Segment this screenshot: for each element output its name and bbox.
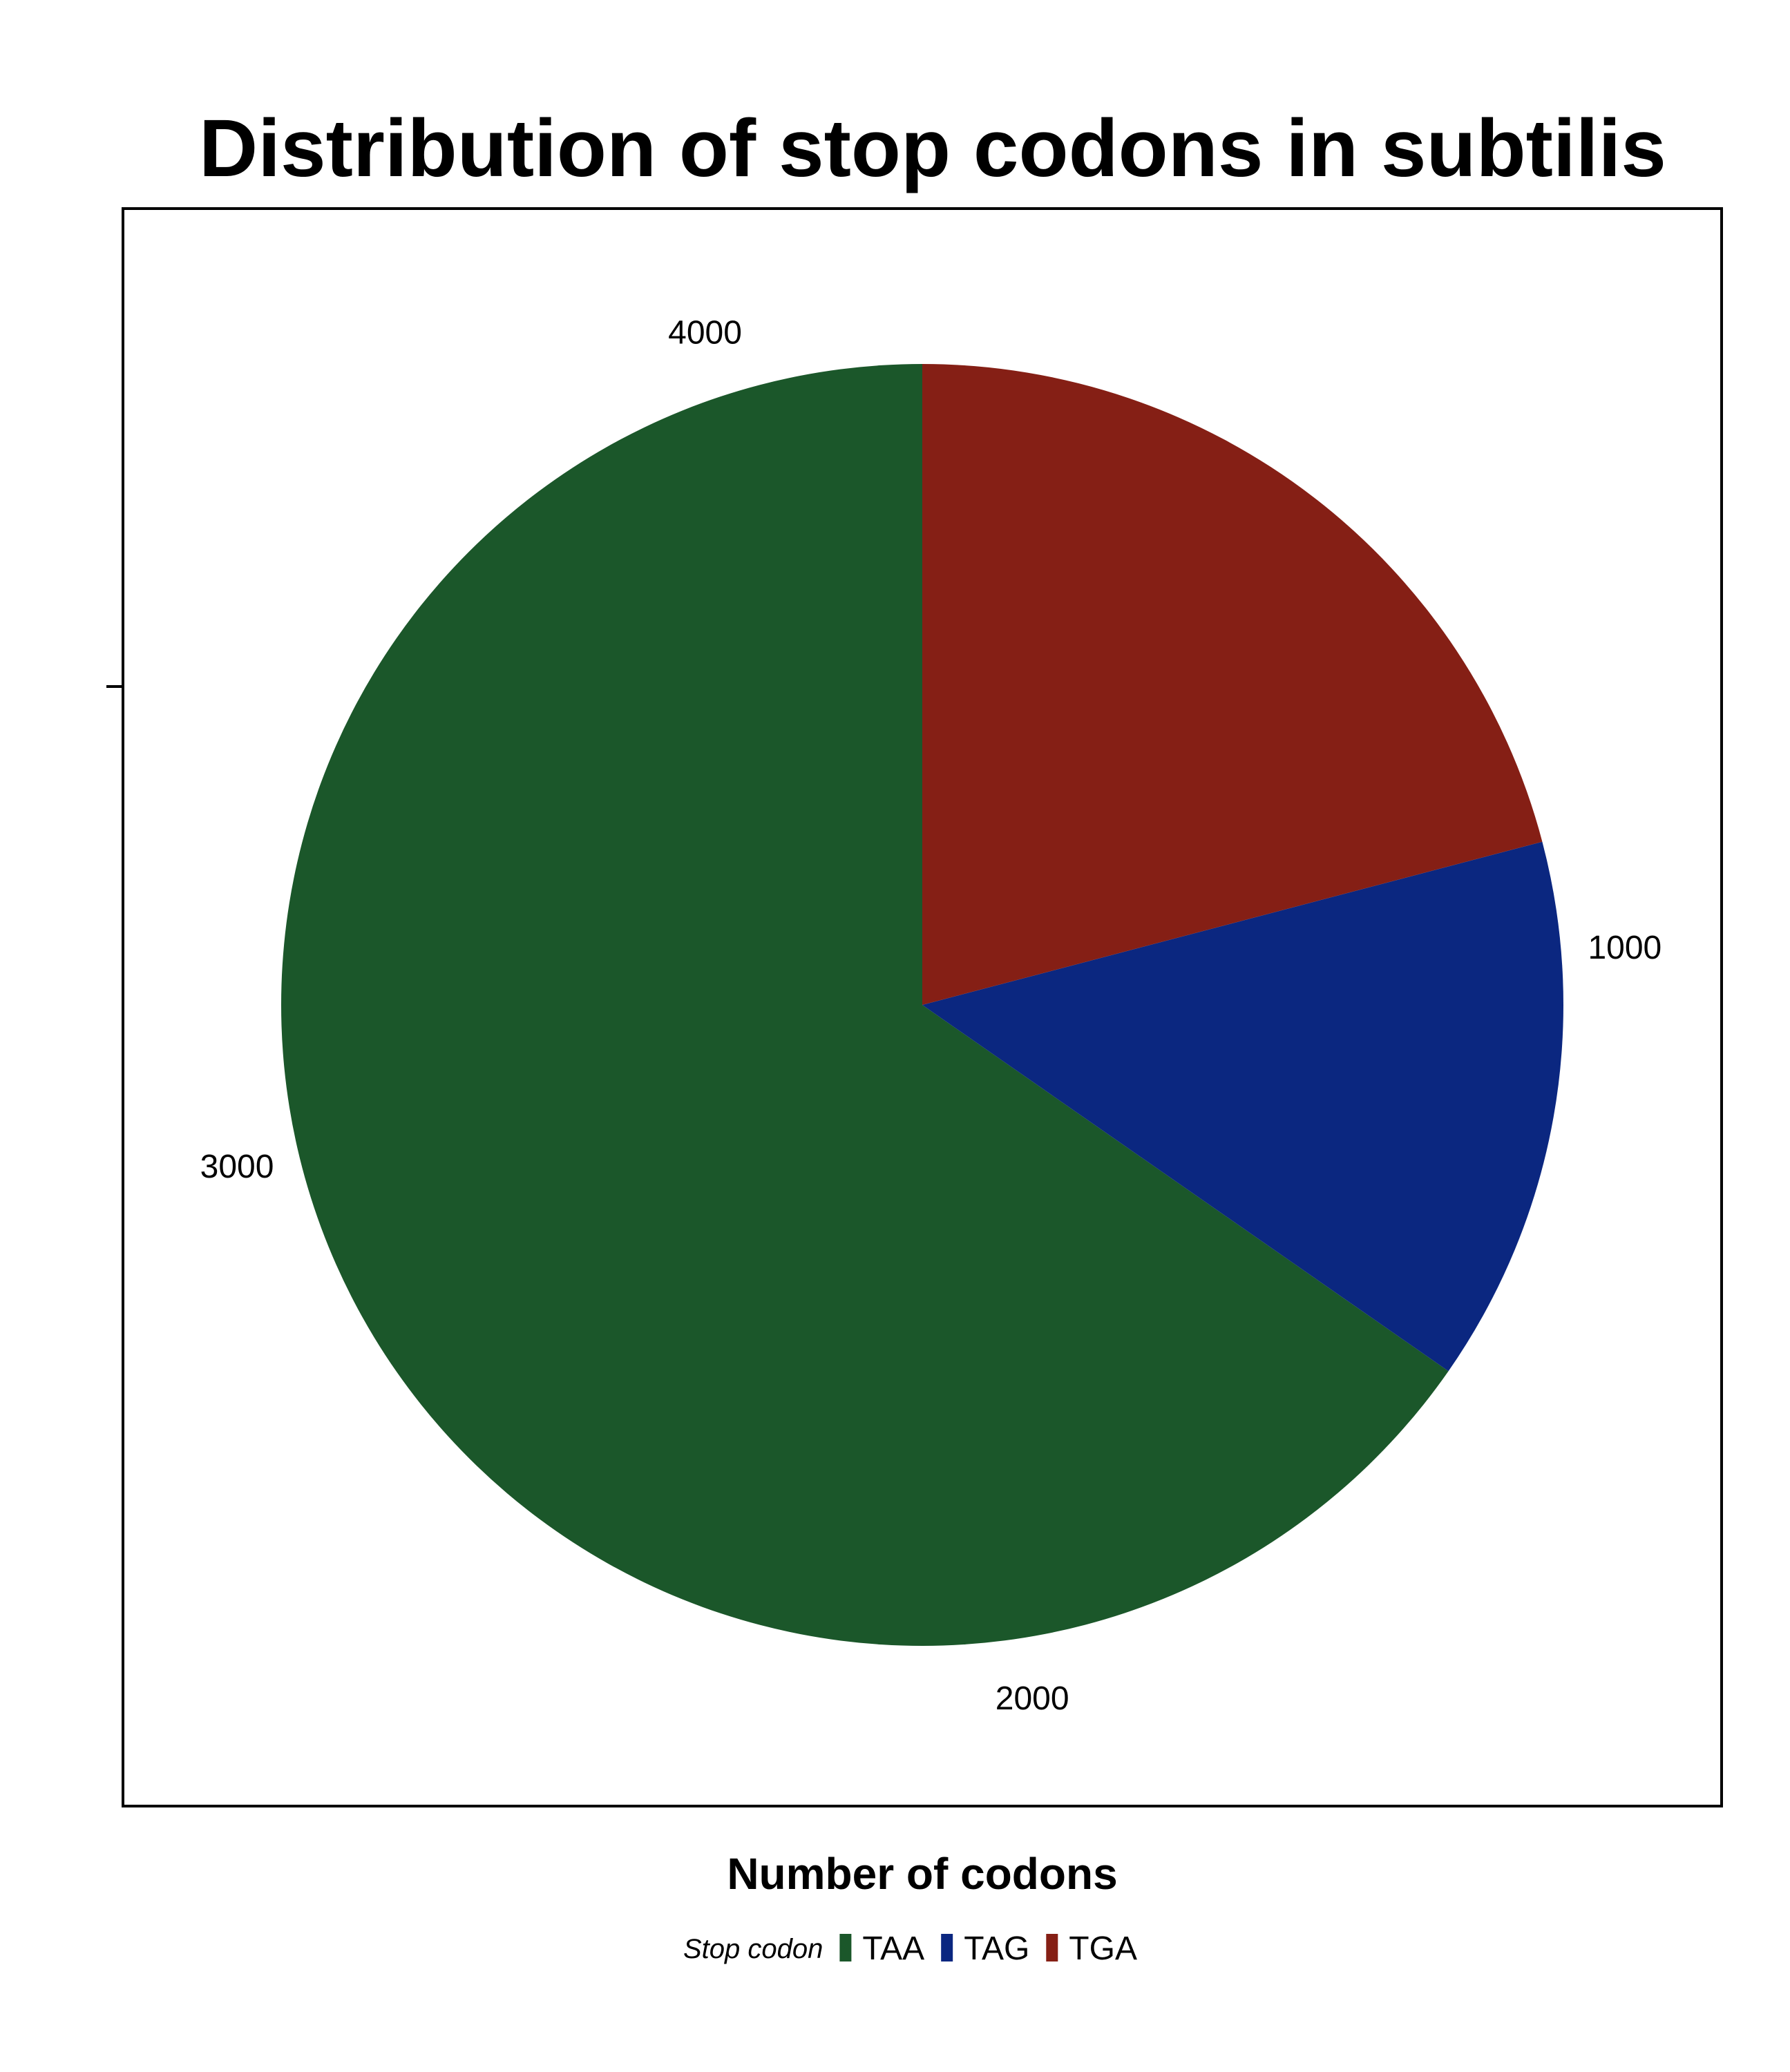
theta-tick-label-2000: 2000 xyxy=(996,1680,1069,1717)
theta-tick-label-1000: 1000 xyxy=(1588,930,1662,966)
legend-key-taa xyxy=(839,1934,852,1961)
pie-slice-tag xyxy=(922,841,1563,1372)
legend: Stop codon TAA TAG TGA xyxy=(683,1930,1137,1967)
legend-items: TAA TAG TGA xyxy=(839,1930,1137,1967)
legend-label-taa: TAA xyxy=(862,1930,924,1967)
legend-key-tga xyxy=(1046,1934,1058,1961)
legend-title: Stop codon xyxy=(683,1934,823,1964)
legend-label-tag: TAG xyxy=(964,1930,1029,1967)
x-axis-label: Number of codons xyxy=(727,1849,1117,1899)
pie-slice-tga xyxy=(922,364,1543,1005)
legend-key-tag xyxy=(941,1934,953,1961)
pie-slices xyxy=(281,364,1563,1647)
theta-tick-label-4000: 4000 xyxy=(668,314,742,351)
chart-title: Distribution of stop codons in subtilis xyxy=(199,103,1666,194)
theta-tick-label-3000: 3000 xyxy=(200,1149,274,1185)
legend-label-tga: TGA xyxy=(1069,1930,1137,1967)
theta-tick-labels: 1000 2000 3000 4000 xyxy=(200,314,1662,1717)
pie-slice-taa xyxy=(281,364,1449,1647)
